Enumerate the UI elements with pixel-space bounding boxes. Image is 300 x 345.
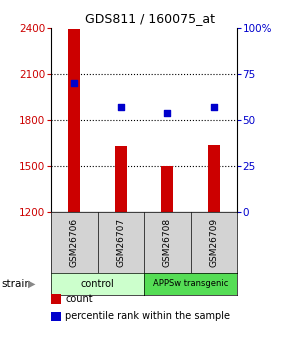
- Text: GSM26708: GSM26708: [163, 218, 172, 267]
- Text: GSM26706: GSM26706: [70, 218, 79, 267]
- Text: GSM26709: GSM26709: [209, 218, 218, 267]
- Text: strain: strain: [2, 279, 31, 289]
- Bar: [68, 29, 80, 212]
- Text: count: count: [65, 294, 93, 304]
- Text: GDS811 / 160075_at: GDS811 / 160075_at: [85, 12, 215, 25]
- Text: APPSw transgenic: APPSw transgenic: [153, 279, 228, 288]
- Point: [72, 80, 77, 86]
- Point: [211, 104, 216, 110]
- Bar: [208, 145, 220, 212]
- Text: ▶: ▶: [28, 279, 35, 289]
- Bar: [115, 146, 127, 212]
- Text: GSM26707: GSM26707: [116, 218, 125, 267]
- Text: percentile rank within the sample: percentile rank within the sample: [65, 312, 230, 321]
- Text: control: control: [81, 279, 114, 289]
- Point: [118, 104, 123, 110]
- Point: [165, 110, 170, 115]
- Bar: [161, 166, 173, 212]
